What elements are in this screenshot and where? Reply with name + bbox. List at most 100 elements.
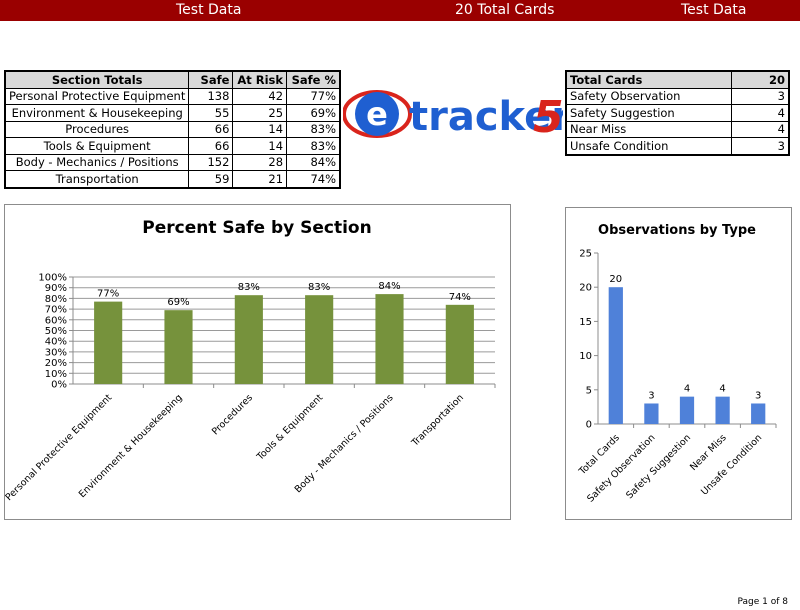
y-tick-label: 15 [579, 317, 592, 328]
y-tick-label: 0 [586, 420, 592, 431]
chart-title: Observations by Type [598, 223, 756, 238]
data-label: 3 [755, 390, 761, 401]
value-cell: 21 [232, 170, 288, 188]
bar [445, 304, 474, 384]
value-cell: 69% [286, 104, 341, 122]
bar [164, 310, 193, 384]
table-row: Transportation 59 21 74% [4, 170, 341, 188]
bar [94, 301, 123, 384]
y-tick-label: 10% [45, 369, 67, 380]
value-cell: 28 [232, 153, 288, 171]
value-cell: 55 [188, 104, 234, 122]
data-label: 77% [97, 289, 119, 300]
value-cell: 14 [232, 137, 288, 155]
col-header-at-risk: At Risk [232, 70, 288, 89]
value-cell: 138 [188, 87, 234, 105]
value-cell: 83% [286, 120, 341, 138]
section-name-cell: Procedures [4, 120, 190, 138]
bar [234, 295, 263, 384]
table-row: Safety Observation 3 [565, 87, 790, 105]
table-row: Body - Mechanics / Positions 152 28 84% [4, 153, 341, 171]
y-tick-label: 40% [45, 337, 67, 348]
logo-number: 5 [533, 92, 563, 143]
table-row: Safety Suggestion 4 [565, 104, 790, 122]
x-tick-label: Transportation [409, 392, 466, 449]
bar [715, 396, 730, 424]
value-cell: 77% [286, 87, 341, 105]
table-row: Tools & Equipment 66 14 83% [4, 137, 341, 155]
header-bar: Test Data 20 Total Cards Test Data [0, 0, 800, 21]
page-indicator: Page 1 of 8 [737, 597, 789, 607]
value-cell: 83% [286, 137, 341, 155]
card-type-cell: Safety Observation [565, 87, 732, 105]
table-row: Procedures 66 14 83% [4, 120, 341, 138]
value-cell: 152 [188, 153, 234, 171]
bar [305, 295, 334, 384]
y-tick-label: 25 [579, 249, 592, 260]
section-name-cell: Tools & Equipment [4, 137, 190, 155]
section-totals-table: Section Totals Safe At Risk Safe % Perso… [4, 70, 341, 189]
value-cell: 25 [232, 104, 288, 122]
observations-chart-panel: Observations by Type 0 5 10 15 20 25 20 Total Ca… [565, 207, 792, 520]
card-count-cell: 3 [731, 87, 790, 105]
header-left-text: Test Data [176, 2, 242, 18]
data-label: 4 [719, 384, 725, 395]
card-types-table: Total Cards 20 Safety Observation 3 Safety… [565, 70, 790, 156]
table-row: Environment & Housekeeping 55 25 69% [4, 104, 341, 122]
x-tick-label: Safety Observation [585, 432, 657, 504]
x-tick-label: Tools & Equipment [254, 392, 325, 463]
bar [608, 287, 623, 424]
y-tick-label: 100% [38, 273, 67, 284]
card-type-cell: Unsafe Condition [565, 137, 732, 155]
data-label: 84% [378, 281, 400, 292]
y-tick-label: 20% [45, 358, 67, 369]
logo-word: tracker [409, 94, 563, 140]
bar [375, 294, 404, 384]
table-row: Unsafe Condition 3 [565, 137, 790, 155]
data-label: 4 [684, 384, 690, 395]
value-cell: 74% [286, 170, 341, 188]
bar [751, 403, 766, 424]
bar [644, 403, 659, 424]
etracker5-logo: e tracker 5 [343, 90, 563, 143]
data-label: 74% [449, 292, 471, 303]
value-cell: 66 [188, 120, 234, 138]
y-tick-label: 0% [51, 380, 67, 391]
header-center-text: 20 Total Cards [455, 2, 555, 18]
y-tick-label: 80% [45, 294, 67, 305]
data-label: 83% [308, 282, 330, 293]
x-tick-label: Procedures [210, 392, 255, 437]
y-tick-label: 50% [45, 326, 67, 337]
y-tick-label: 20 [579, 283, 592, 294]
value-cell: 84% [286, 153, 341, 171]
logo-letter: e [366, 95, 388, 133]
x-tick-label: Safety Suggestion [624, 432, 693, 501]
y-tick-label: 60% [45, 315, 67, 326]
card-type-cell: Near Miss [565, 120, 732, 138]
y-tick-label: 5 [586, 385, 592, 396]
data-label: 83% [238, 282, 260, 293]
table-row: Near Miss 4 [565, 120, 790, 138]
chart-title: Percent Safe by Section [142, 218, 371, 238]
y-tick-label: 70% [45, 305, 67, 316]
logo-e-disc-icon [355, 92, 399, 136]
col-header-safe: Safe [188, 70, 234, 89]
table-header-row: Section Totals Safe At Risk Safe % [4, 70, 341, 89]
col-header-section: Section Totals [4, 70, 190, 89]
card-count-cell: 4 [731, 120, 790, 138]
card-count-cell: 4 [731, 104, 790, 122]
section-name-cell: Body - Mechanics / Positions [4, 153, 190, 171]
value-cell: 42 [232, 87, 288, 105]
data-label: 3 [648, 390, 654, 401]
percent-safe-chart-panel: Percent Safe by Section 0% 10% 20% 30% 40% 50%… [3, 204, 511, 520]
card-type-cell: Safety Suggestion [565, 104, 732, 122]
bar [679, 396, 695, 424]
col-header-safe-pct: Safe % [286, 70, 341, 89]
value-cell: 59 [188, 170, 234, 188]
col-header-total-cards: Total Cards [565, 70, 732, 89]
data-label: 20 [609, 274, 622, 285]
value-cell: 66 [188, 137, 234, 155]
section-name-cell: Transportation [4, 170, 190, 188]
percent-safe-chart: Percent Safe by Section 0%10%20%30%40%50%… [3, 218, 496, 503]
